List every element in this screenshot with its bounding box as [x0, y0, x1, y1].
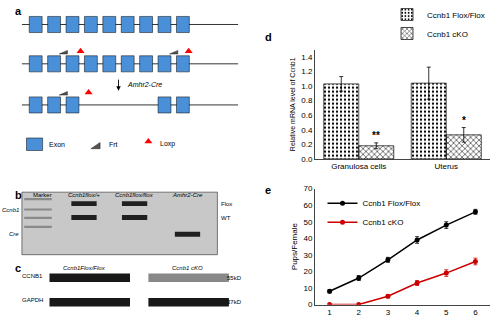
svg-text:d: d — [265, 31, 272, 43]
svg-text:0.4: 0.4 — [301, 126, 313, 135]
svg-text:50: 50 — [303, 218, 312, 227]
svg-text:0.2: 0.2 — [301, 140, 313, 149]
svg-text:*: * — [462, 115, 466, 126]
svg-text:10: 10 — [303, 284, 312, 293]
svg-text:Ccnb1 cKO: Ccnb1 cKO — [363, 218, 404, 227]
svg-text:Pups/Female: Pups/Female — [290, 222, 299, 270]
svg-text:Relative mRNA level of Ccnb1: Relative mRNA level of Ccnb1 — [289, 57, 296, 151]
svg-text:Frt: Frt — [109, 141, 118, 148]
svg-text:a: a — [15, 5, 22, 17]
svg-text:55kD: 55kD — [227, 275, 242, 281]
svg-text:b: b — [15, 189, 22, 201]
svg-text:Flox: Flox — [221, 201, 232, 207]
svg-text:Ccnb1flox/+: Ccnb1flox/+ — [68, 192, 100, 198]
svg-text:60: 60 — [303, 201, 312, 210]
svg-text:4: 4 — [415, 308, 420, 317]
svg-text:1.0: 1.0 — [301, 82, 313, 91]
svg-text:WT: WT — [221, 215, 231, 221]
svg-text:e: e — [265, 184, 271, 196]
svg-text:Cre: Cre — [9, 231, 19, 237]
svg-text:1.4: 1.4 — [301, 53, 313, 62]
svg-text:40: 40 — [303, 234, 312, 243]
svg-text:Uterus: Uterus — [434, 162, 458, 171]
svg-text:Loxp: Loxp — [160, 140, 175, 148]
svg-text:Ccnb1 cKO: Ccnb1 cKO — [172, 265, 203, 271]
svg-text:Exon: Exon — [49, 141, 65, 148]
svg-text:70: 70 — [303, 184, 312, 193]
svg-text:Ccnb1flox/flox: Ccnb1flox/flox — [115, 192, 154, 198]
svg-text:Granulosa cells: Granulosa cells — [331, 162, 386, 171]
svg-text:Ccnb1 Flox/Flox: Ccnb1 Flox/Flox — [427, 11, 485, 20]
svg-text:Ccnb1 Flox/Flox: Ccnb1 Flox/Flox — [363, 199, 421, 208]
svg-text:2: 2 — [357, 308, 362, 317]
svg-text:Marker: Marker — [33, 192, 52, 198]
svg-text:30: 30 — [303, 251, 312, 260]
svg-text:Ccnb1 cKO: Ccnb1 cKO — [427, 30, 468, 39]
svg-text:Amhr2-Cre: Amhr2-Cre — [172, 192, 203, 198]
svg-text:5: 5 — [444, 308, 449, 317]
svg-text:CCNB1: CCNB1 — [22, 273, 43, 279]
svg-text:0.8: 0.8 — [301, 96, 313, 105]
svg-text:0.0: 0.0 — [301, 155, 313, 164]
svg-text:1.2: 1.2 — [301, 67, 313, 76]
svg-text:1: 1 — [327, 308, 332, 317]
svg-text:Ccnb1: Ccnb1 — [2, 207, 19, 213]
svg-text:Amhr2-Cre: Amhr2-Cre — [127, 81, 162, 88]
svg-text:0.6: 0.6 — [301, 111, 313, 120]
svg-text:0: 0 — [308, 300, 313, 309]
svg-text:GAPDH: GAPDH — [22, 297, 43, 303]
svg-text:3: 3 — [386, 308, 391, 317]
svg-text:20: 20 — [303, 267, 312, 276]
svg-text:6: 6 — [473, 308, 478, 317]
svg-text:c: c — [15, 262, 21, 274]
svg-text:Ccnb1Flox/Flox: Ccnb1Flox/Flox — [63, 265, 106, 271]
svg-text:**: ** — [372, 130, 380, 141]
svg-text:37kD: 37kD — [227, 299, 242, 305]
